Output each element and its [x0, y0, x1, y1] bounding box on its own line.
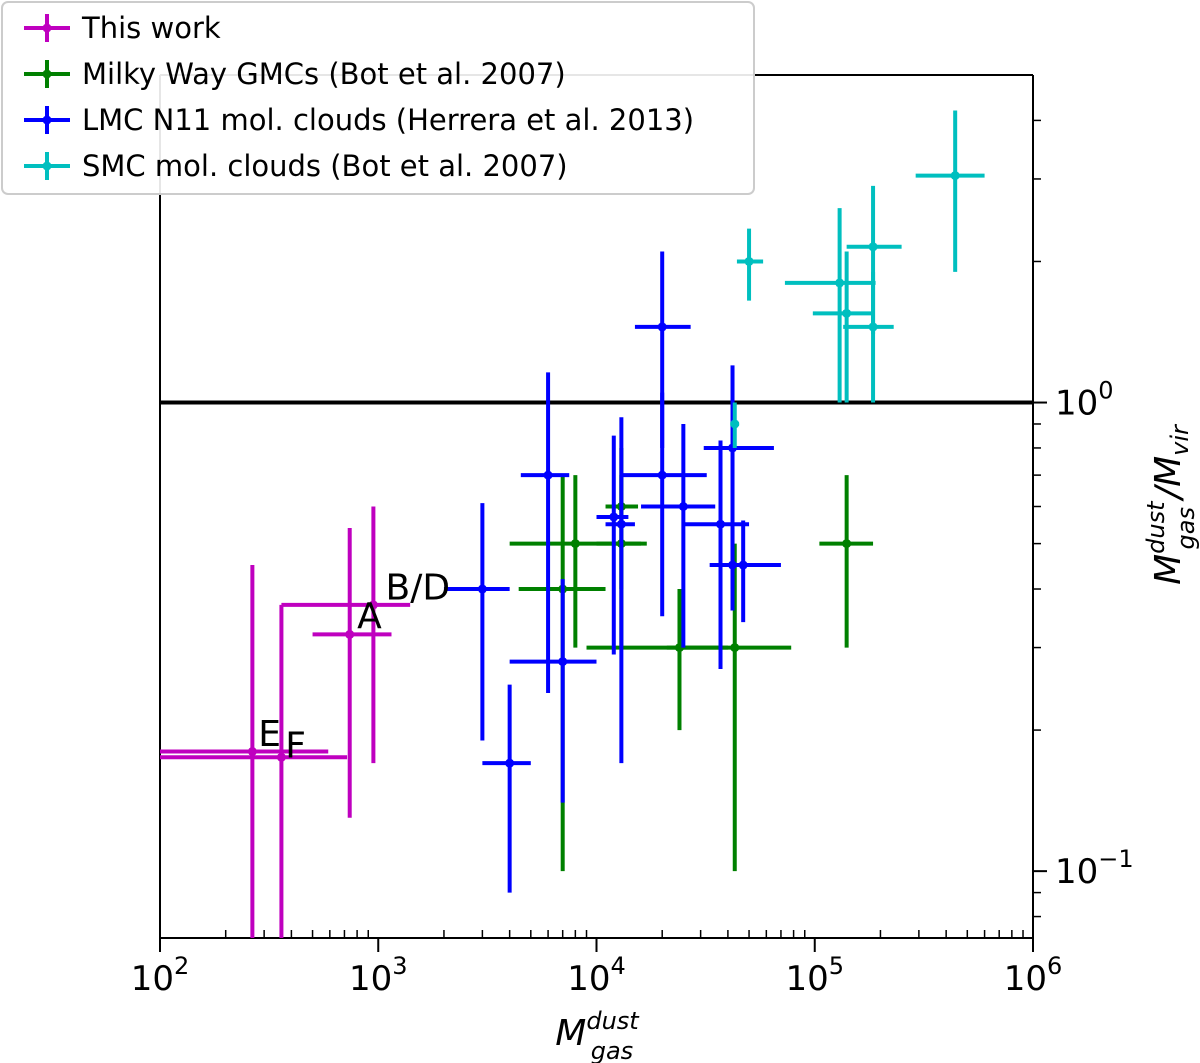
x-axis-label: Mdust gas [555, 1007, 640, 1063]
x-tick-label-3: 105 [785, 952, 844, 999]
marker [678, 502, 688, 511]
legend-entry-1: Milky Way GMCs (Bot et al. 2007) [24, 57, 566, 91]
data-point-s0-3 [160, 604, 348, 938]
series-layer [160, 110, 985, 938]
data-point-s3-5 [843, 271, 894, 403]
marker [657, 470, 667, 480]
marker [616, 519, 626, 529]
data-point-s2-11 [709, 527, 753, 611]
legend-swatch-marker [42, 115, 52, 125]
marker [716, 519, 726, 529]
legend-entry-0: This work [24, 11, 221, 45]
marker [247, 747, 257, 757]
marker [950, 171, 960, 181]
y-minor-ticks [1033, 119, 1041, 918]
x-tick-label-4: 106 [1004, 952, 1063, 999]
data-point-s2-0 [443, 503, 510, 741]
x-tick-label-1: 103 [349, 952, 408, 999]
legend-swatch-marker [42, 161, 52, 171]
y-tick-label-1: 10−1 [1055, 845, 1134, 892]
y-axis-label-sup: dust [1142, 500, 1170, 554]
legend-entry-2: LMC N11 mol. clouds (Herrera et al. 2013… [24, 103, 694, 137]
marker [477, 584, 487, 594]
data-point-s3-2 [784, 208, 876, 403]
data-point-s2-5 [605, 417, 635, 764]
point-label-2: E [258, 714, 281, 755]
marker [558, 657, 568, 667]
svg-text:Mdustgas/Mvir: Mdustgas/Mvir [1142, 423, 1200, 585]
marker [868, 242, 878, 252]
y-axis-label-sub: gas [1172, 507, 1200, 549]
data-point-s2-3 [509, 579, 597, 803]
data-point-s1-6 [819, 475, 874, 648]
data-point-s2-9 [683, 440, 750, 670]
data-point-s2-1 [482, 684, 531, 893]
point-label-0: A [357, 596, 382, 637]
marker [609, 512, 619, 522]
y-axis-label-sep: / [1148, 483, 1189, 502]
point-label-3: F [285, 725, 306, 766]
data-point-s1-4 [586, 589, 728, 731]
legend-label-0: This work [81, 11, 221, 45]
x-major-ticks: 102 103 104 105 106 [131, 938, 1063, 999]
marker [730, 419, 740, 429]
marker [657, 322, 667, 332]
marker [345, 629, 355, 639]
legend-swatch-marker [42, 23, 52, 33]
data-point-s0-1 [281, 506, 411, 764]
svg-text:Mdustgas: Mdust gas [555, 1007, 640, 1063]
x-axis-label-sub: gas [591, 1037, 633, 1063]
series-0 [160, 506, 411, 938]
y-axis-label-sub2: vir [1166, 423, 1194, 456]
marker [842, 308, 852, 318]
point-label-1: B/D [386, 567, 451, 608]
marker [868, 322, 878, 332]
legend-label-2: LMC N11 mol. clouds (Herrera et al. 2013… [82, 103, 694, 137]
x-axis-label-base: M [555, 1013, 586, 1054]
x-minor-ticks [224, 930, 1024, 938]
plot-area: 102 103 104 105 106 100 10−1 AB/D E F [131, 74, 1134, 999]
marker [543, 470, 553, 480]
data-point-s1-5 [666, 543, 792, 872]
y-major-ticks: 100 10−1 [1033, 377, 1134, 892]
data-point-s2-2 [520, 372, 570, 693]
data-point-s3-6 [915, 110, 985, 272]
x-tick-label-0: 102 [131, 952, 190, 999]
x-tick-label-2: 104 [567, 952, 626, 999]
marker [276, 752, 286, 762]
legend-swatch-marker [42, 69, 52, 79]
data-point-s2-10 [703, 365, 774, 590]
legend-frame [1, 1, 755, 195]
point-annotations: AB/D E F [258, 567, 450, 766]
y-tick-label-0: 100 [1055, 377, 1114, 424]
marker [570, 539, 580, 549]
legend-label-1: Milky Way GMCs (Bot et al. 2007) [82, 57, 566, 91]
data-point-s3-1 [736, 228, 764, 301]
marker [835, 278, 845, 288]
marker [842, 539, 852, 549]
data-point-s0-0 [312, 527, 392, 818]
data-point-s2-12 [717, 520, 781, 623]
marker [738, 560, 748, 570]
marker [368, 600, 378, 610]
x-axis-label-sup: dust [586, 1007, 640, 1035]
y-axis-label: Mdustgas/Mvir [1142, 423, 1200, 585]
marker [744, 256, 754, 266]
y-axis-label-base: M [1148, 554, 1189, 585]
legend-label-3: SMC mol. clouds (Bot et al. 2007) [82, 149, 568, 183]
series-2 [443, 251, 781, 893]
marker [730, 643, 740, 653]
series-3 [730, 110, 985, 448]
y-axis-label-base2: M [1148, 456, 1189, 487]
marker [505, 758, 515, 768]
data-point-s2-8 [641, 423, 716, 648]
legend: This work Milky Way GMCs (Bot et al. 2007… [1, 1, 755, 195]
data-point-s2-7 [634, 251, 691, 448]
data-point-s3-0 [730, 402, 740, 448]
data-point-s0-2 [160, 565, 329, 938]
legend-entry-3: SMC mol. clouds (Bot et al. 2007) [24, 149, 568, 183]
